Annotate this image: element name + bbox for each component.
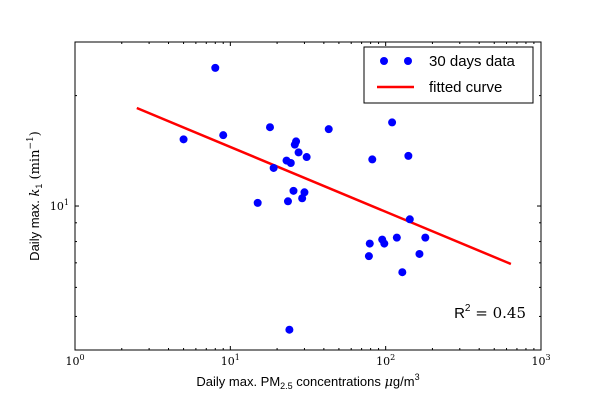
data-point	[405, 215, 414, 224]
x-axis-label-pre: Daily max. PM	[196, 374, 280, 389]
x-tick-label: 103	[531, 353, 550, 368]
x-axis-label-sup: 3	[415, 372, 420, 382]
data-point	[388, 118, 397, 127]
y-axis-label-k: k	[28, 189, 43, 197]
r-squared-annotation: R2 = 0.45	[454, 303, 526, 322]
y-axis-label: Daily max. k1 (min−1)	[26, 131, 44, 261]
data-point	[265, 123, 274, 132]
legend-marker-scatter-2	[404, 57, 412, 65]
legend-marker-scatter-1	[380, 57, 388, 65]
x-axis-label-sub: 2.5	[280, 381, 293, 391]
r-squared-pre: R	[454, 305, 465, 322]
data-point	[253, 198, 262, 207]
data-point	[364, 252, 373, 261]
legend-label-fit: fitted curve	[429, 79, 502, 96]
data-point	[324, 125, 333, 134]
y-tick-label: 101	[50, 198, 69, 213]
data-point	[421, 233, 430, 242]
axis-ticks: 100 101 102 103 101	[50, 42, 551, 368]
data-point	[269, 163, 278, 172]
legend-box	[363, 46, 534, 104]
data-point	[219, 131, 228, 140]
data-point	[365, 239, 374, 248]
legend: 30 days data fitted curve	[363, 46, 534, 104]
data-point	[415, 249, 424, 258]
y-axis-label-sup: −1	[26, 136, 36, 149]
x-tick-label: 102	[376, 353, 395, 368]
x-axis-label-mid: concentrations	[293, 374, 385, 389]
data-point	[300, 188, 309, 197]
fitted-curve-layer	[136, 106, 512, 266]
data-point	[398, 268, 407, 277]
x-tick-label: 101	[221, 353, 240, 368]
data-point	[283, 197, 292, 206]
r-squared-value: = 0.45	[470, 304, 526, 322]
fitted-curve-line	[136, 106, 512, 266]
y-axis-label-ksub: 1	[34, 184, 44, 189]
x-tick-label: 100	[65, 353, 84, 368]
y-axis-label-pre: Daily max.	[27, 197, 42, 261]
data-point	[285, 325, 294, 334]
legend-label-scatter: 30 days data	[429, 53, 516, 70]
x-axis-label-mu: μ	[384, 375, 392, 390]
x-axis-label-unit: g/m	[393, 374, 415, 389]
data-point	[302, 153, 311, 162]
data-point	[294, 148, 303, 157]
data-point	[392, 233, 401, 242]
data-point	[404, 151, 413, 160]
r-squared-sup: 2	[465, 303, 471, 314]
y-axis-label-unit-open: (min	[28, 149, 43, 184]
data-point	[368, 155, 377, 164]
data-point	[292, 137, 301, 146]
data-point	[289, 186, 298, 195]
data-point	[286, 159, 295, 168]
y-axis-label-unit-close: )	[28, 131, 43, 136]
data-point	[179, 135, 188, 144]
x-axis-label: Daily max. PM2.5 concentrations μg/m3	[196, 372, 419, 391]
data-point	[211, 63, 220, 72]
scatter-points-layer	[179, 63, 430, 334]
data-point	[380, 239, 389, 248]
